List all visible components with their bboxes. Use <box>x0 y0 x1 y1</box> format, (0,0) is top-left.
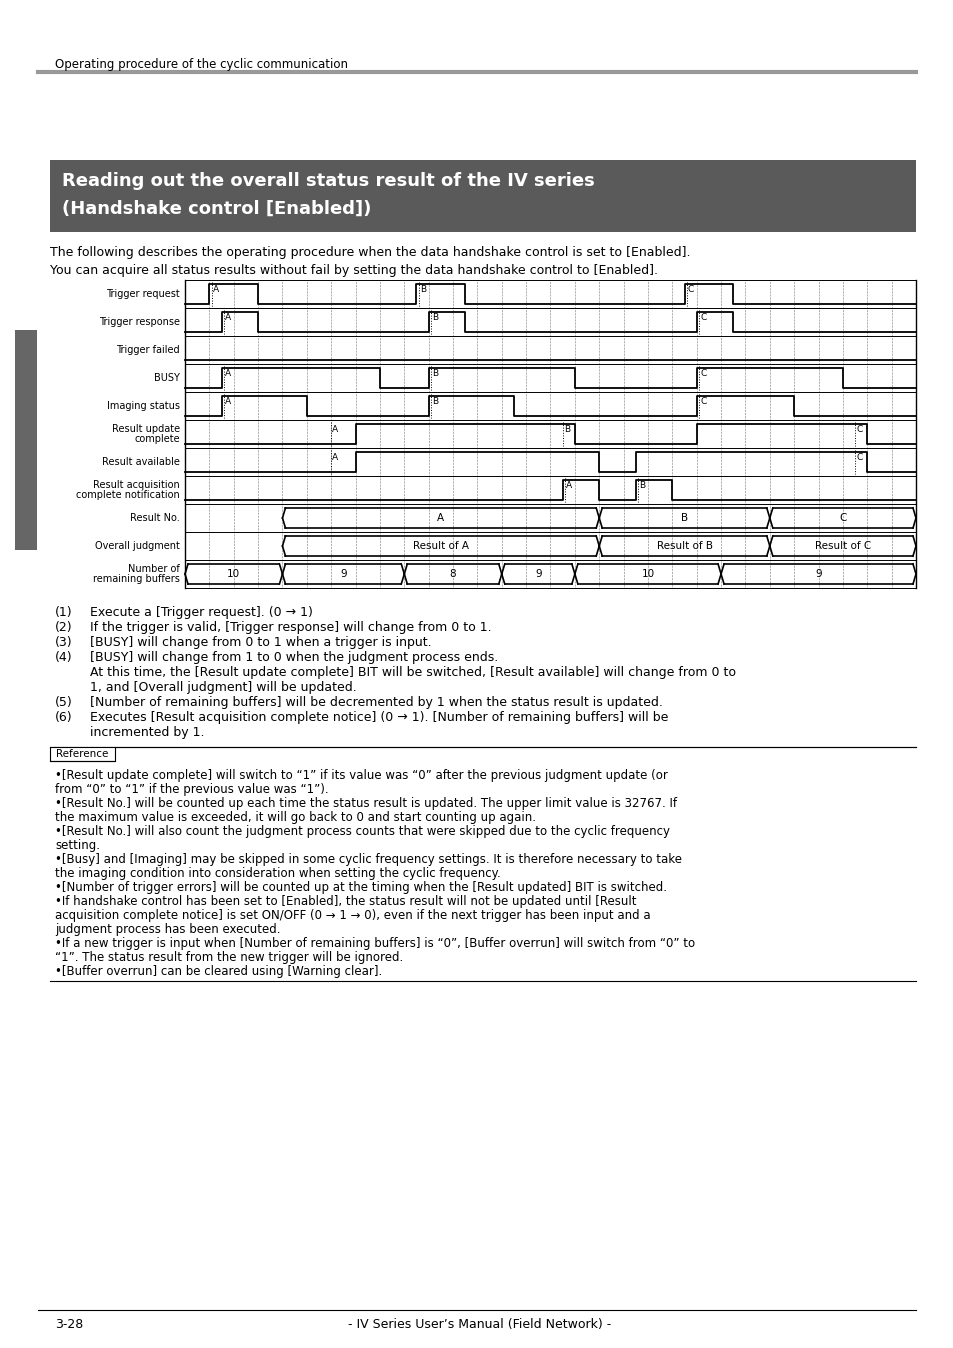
Text: B: B <box>432 369 437 377</box>
Text: Execute a [Trigger request]. (0 → 1): Execute a [Trigger request]. (0 → 1) <box>90 607 313 619</box>
Text: •[Busy] and [Imaging] may be skipped in some cyclic frequency settings. It is th: •[Busy] and [Imaging] may be skipped in … <box>55 853 681 865</box>
Text: Result available: Result available <box>102 457 180 466</box>
Text: - IV Series User’s Manual (Field Network) -: - IV Series User’s Manual (Field Network… <box>348 1318 611 1330</box>
Text: acquisition complete notice] is set ON/OFF (0 → 1 → 0), even if the next trigger: acquisition complete notice] is set ON/O… <box>55 909 650 922</box>
Text: Trigger response: Trigger response <box>99 317 180 328</box>
Text: [BUSY] will change from 0 to 1 when a trigger is input.: [BUSY] will change from 0 to 1 when a tr… <box>90 636 431 648</box>
Text: A: A <box>332 425 338 434</box>
Text: complete: complete <box>134 434 180 443</box>
Text: C: C <box>855 425 862 434</box>
Text: If the trigger is valid, [Trigger response] will change from 0 to 1.: If the trigger is valid, [Trigger respon… <box>90 621 491 634</box>
Text: Overall judgment: Overall judgment <box>95 541 180 551</box>
Text: C: C <box>855 453 862 462</box>
Text: (1): (1) <box>55 607 72 619</box>
Text: the maximum value is exceeded, it will go back to 0 and start counting up again.: the maximum value is exceeded, it will g… <box>55 811 536 824</box>
Text: •[Number of trigger errors] will be counted up at the timing when the [Result up: •[Number of trigger errors] will be coun… <box>55 882 666 894</box>
Text: 9: 9 <box>535 569 541 580</box>
Text: from “0” to “1” if the previous value was “1”).: from “0” to “1” if the previous value wa… <box>55 783 328 797</box>
Bar <box>50 160 915 232</box>
Text: B: B <box>432 398 437 406</box>
Bar <box>50 747 115 762</box>
Text: “1”. The status result from the new trigger will be ignored.: “1”. The status result from the new trig… <box>55 950 403 964</box>
Text: Result update: Result update <box>112 425 180 434</box>
Text: 3-28: 3-28 <box>55 1318 83 1330</box>
Text: Result of A: Result of A <box>413 541 468 551</box>
Text: Reference: Reference <box>56 749 109 759</box>
Bar <box>15 330 37 550</box>
Text: Trigger failed: Trigger failed <box>116 345 180 355</box>
Text: Cyclic communication: Cyclic communication <box>21 403 30 518</box>
Text: the imaging condition into consideration when setting the cyclic frequency.: the imaging condition into consideration… <box>55 867 500 880</box>
Text: 9: 9 <box>339 569 346 580</box>
Text: Imaging status: Imaging status <box>107 400 180 411</box>
Text: (5): (5) <box>55 696 72 709</box>
Text: •If a new trigger is input when [Number of remaining buffers] is “0”, [Buffer ov: •If a new trigger is input when [Number … <box>55 937 695 950</box>
Text: BUSY: BUSY <box>154 373 180 383</box>
Text: C: C <box>839 514 845 523</box>
Text: A: A <box>213 284 218 294</box>
Text: •[Buffer overrun] can be cleared using [Warning clear].: •[Buffer overrun] can be cleared using [… <box>55 965 382 979</box>
Text: Trigger request: Trigger request <box>106 288 180 299</box>
Text: C: C <box>700 313 705 322</box>
Text: A: A <box>332 453 338 462</box>
Text: incremented by 1.: incremented by 1. <box>90 727 204 739</box>
Text: A: A <box>565 481 572 491</box>
Text: •[Result update complete] will switch to “1” if its value was “0” after the prev: •[Result update complete] will switch to… <box>55 768 667 782</box>
Text: Result of C: Result of C <box>814 541 870 551</box>
Text: Result No.: Result No. <box>131 514 180 523</box>
Text: C: C <box>700 398 705 406</box>
Text: The following describes the operating procedure when the data handshake control : The following describes the operating pr… <box>50 245 690 259</box>
Text: 1, and [Overall judgment] will be updated.: 1, and [Overall judgment] will be update… <box>90 681 356 694</box>
Text: •[Result No.] will also count the judgment process counts that were skipped due : •[Result No.] will also count the judgme… <box>55 825 669 838</box>
Text: Number of: Number of <box>128 563 180 574</box>
Text: C: C <box>687 284 694 294</box>
Text: •[Result No.] will be counted up each time the status result is updated. The upp: •[Result No.] will be counted up each ti… <box>55 797 677 810</box>
Text: You can acquire all status results without fail by setting the data handshake co: You can acquire all status results witho… <box>50 264 658 276</box>
Text: complete notification: complete notification <box>76 491 180 500</box>
Text: [BUSY] will change from 1 to 0 when the judgment process ends.: [BUSY] will change from 1 to 0 when the … <box>90 651 497 665</box>
Text: C: C <box>700 369 705 377</box>
Text: Operating procedure of the cyclic communication: Operating procedure of the cyclic commun… <box>55 58 348 71</box>
Text: (3): (3) <box>55 636 72 648</box>
Text: Result of B: Result of B <box>656 541 712 551</box>
Text: (Handshake control [Enabled]): (Handshake control [Enabled]) <box>62 200 371 218</box>
Text: [Number of remaining buffers] will be decremented by 1 when the status result is: [Number of remaining buffers] will be de… <box>90 696 662 709</box>
Text: At this time, the [Result update complete] BIT will be switched, [Result availab: At this time, the [Result update complet… <box>90 666 735 679</box>
Text: 9: 9 <box>815 569 821 580</box>
Text: (2): (2) <box>55 621 72 634</box>
Text: (4): (4) <box>55 651 72 665</box>
Text: •If handshake control has been set to [Enabled], the status result will not be u: •If handshake control has been set to [E… <box>55 895 636 909</box>
Text: B: B <box>432 313 437 322</box>
Text: 3: 3 <box>19 348 32 367</box>
Text: Reading out the overall status result of the IV series: Reading out the overall status result of… <box>62 173 594 190</box>
Text: Executes [Result acquisition complete notice] (0 → 1). [Number of remaining buff: Executes [Result acquisition complete no… <box>90 710 668 724</box>
Text: (6): (6) <box>55 710 72 724</box>
Text: 10: 10 <box>227 569 240 580</box>
Text: Result acquisition: Result acquisition <box>93 480 180 491</box>
Text: A: A <box>225 313 231 322</box>
Text: B: B <box>419 284 426 294</box>
Text: B: B <box>680 514 687 523</box>
Text: setting.: setting. <box>55 838 100 852</box>
Text: B: B <box>639 481 644 491</box>
Text: remaining buffers: remaining buffers <box>93 574 180 584</box>
Text: A: A <box>225 398 231 406</box>
Text: 8: 8 <box>449 569 456 580</box>
Text: 10: 10 <box>640 569 654 580</box>
Text: A: A <box>436 514 444 523</box>
Text: judgment process has been executed.: judgment process has been executed. <box>55 923 280 936</box>
Text: A: A <box>225 369 231 377</box>
Text: B: B <box>563 425 569 434</box>
